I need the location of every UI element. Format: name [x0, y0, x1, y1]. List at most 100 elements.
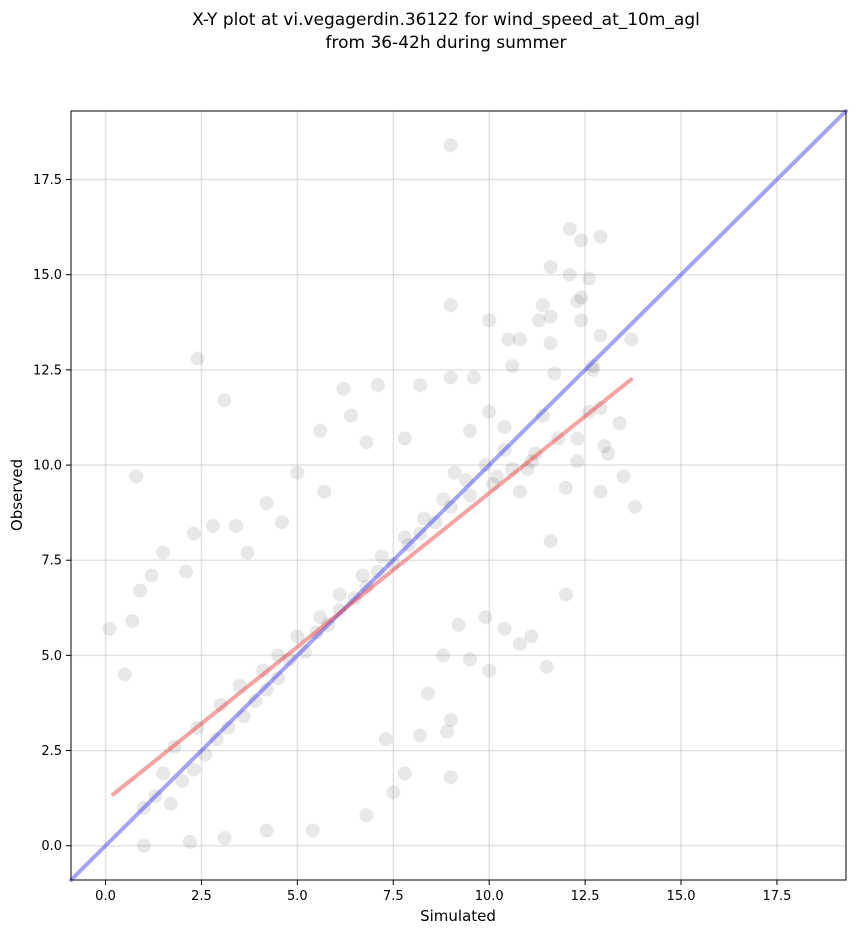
scatter-point-28 — [413, 378, 428, 393]
scatter-point-68 — [133, 583, 148, 598]
scatter-point-141 — [505, 461, 520, 476]
scatter-point-41 — [313, 423, 328, 438]
scatter-point-99 — [213, 697, 228, 712]
scatter-point-22 — [505, 359, 520, 374]
scatter-point-23 — [547, 366, 562, 381]
scatter-point-136 — [413, 526, 428, 541]
y-axis-ticks: 0.0 2.5 5.0 7.5 10.0 12.5 15.0 17.5 — [33, 173, 71, 854]
scatter-point-125 — [271, 671, 286, 686]
scatter-point-101 — [255, 663, 270, 678]
scatter-point-34 — [482, 404, 497, 419]
scatter-point-131 — [347, 591, 362, 606]
scatter-point-111 — [459, 473, 474, 488]
scatter-point-92 — [451, 617, 466, 632]
scatter-point-8 — [570, 294, 585, 309]
scatter-point-31 — [593, 400, 608, 415]
scatter-point-40 — [397, 431, 412, 446]
scatter-point-107 — [374, 549, 389, 564]
scatter-point-56 — [317, 484, 332, 499]
scatter-point-3 — [574, 233, 589, 248]
scatter-point-109 — [416, 511, 431, 526]
scatter-point-86 — [413, 728, 428, 743]
scatter-points — [102, 138, 642, 853]
scatter-point-124 — [259, 682, 274, 697]
scatter-point-87 — [378, 732, 393, 747]
scatter-point-6 — [581, 271, 596, 286]
scatter-point-118 — [186, 762, 201, 777]
y-tick-label-0: 0.0 — [41, 839, 62, 854]
scatter-point-47 — [520, 461, 535, 476]
x-tick-label-5: 12.5 — [571, 889, 600, 904]
scatter-point-15 — [593, 328, 608, 343]
scatter-point-93 — [478, 610, 493, 625]
x-tick-label-6: 15.0 — [667, 889, 696, 904]
scatter-point-103 — [290, 629, 305, 644]
scatter-point-129 — [321, 617, 336, 632]
scatter-point-27 — [370, 378, 385, 393]
scatter-point-60 — [205, 518, 220, 533]
scatter-point-63 — [543, 534, 558, 549]
scatter-point-105 — [332, 587, 347, 602]
x-tick-label-2: 5.0 — [287, 889, 308, 904]
x-tick-label-1: 2.5 — [191, 889, 212, 904]
scatter-point-52 — [290, 465, 305, 480]
scatter-point-4 — [543, 260, 558, 275]
scatter-point-5 — [562, 267, 577, 282]
scatter-point-117 — [175, 774, 190, 789]
scatter-point-57 — [627, 499, 642, 514]
scatter-point-137 — [428, 515, 443, 530]
scatter-point-55 — [593, 484, 608, 499]
scatter-point-74 — [359, 808, 374, 823]
scatter-point-10 — [443, 298, 458, 313]
scatter-point-126 — [282, 652, 297, 667]
scatter-point-128 — [309, 625, 324, 640]
scatter-point-89 — [482, 663, 497, 678]
scatter-point-37 — [497, 419, 512, 434]
scatter-point-123 — [248, 694, 263, 709]
scatter-point-80 — [102, 621, 117, 636]
y-tick-label-3: 7.5 — [41, 554, 62, 569]
scatter-point-116 — [163, 796, 178, 811]
chart-title-line-1: X-Y plot at vi.vegagerdin.36122 for wind… — [192, 10, 700, 30]
scatter-point-62 — [275, 515, 290, 530]
scatter-point-65 — [240, 545, 255, 560]
scatter-point-20 — [190, 351, 205, 366]
scatter-point-82 — [117, 667, 132, 682]
x-tick-label-3: 7.5 — [383, 889, 404, 904]
scatter-point-90 — [436, 648, 451, 663]
x-axis-ticks: 0.0 2.5 5.0 7.5 10.0 12.5 15.0 17.5 — [95, 880, 791, 904]
scatter-point-122 — [236, 709, 251, 724]
scatter-point-71 — [443, 770, 458, 785]
fit-line — [111, 377, 634, 797]
scatter-point-36 — [612, 416, 627, 431]
scatter-point-78 — [136, 838, 151, 853]
scatter-point-98 — [190, 720, 205, 735]
scatter-point-13 — [574, 313, 589, 328]
scatter-point-1 — [562, 222, 577, 237]
scatter-point-95 — [524, 629, 539, 644]
scatter-point-14 — [482, 313, 497, 328]
scatter-point-7 — [574, 290, 589, 305]
y-tick-label-2: 5.0 — [41, 649, 62, 664]
scatter-point-77 — [217, 831, 232, 846]
y-tick-label-4: 10.0 — [33, 459, 62, 474]
scatter-point-25 — [585, 362, 600, 377]
scatter-point-88 — [463, 652, 478, 667]
chart-title-line-2: from 36-42h during summer — [326, 33, 567, 53]
scatter-point-50 — [616, 469, 631, 484]
y-tick-label-1: 2.5 — [41, 744, 62, 759]
scatter-point-0 — [443, 138, 458, 153]
x-tick-label-4: 10.0 — [475, 889, 504, 904]
scatter-point-139 — [463, 488, 478, 503]
scatter-point-106 — [355, 568, 370, 583]
scatter-point-76 — [305, 823, 320, 838]
scatter-point-120 — [209, 732, 224, 747]
scatter-point-45 — [524, 454, 539, 469]
scatter-point-24 — [443, 370, 458, 385]
scatter-point-97 — [167, 739, 182, 754]
scatter-point-54 — [512, 484, 527, 499]
scatter-point-75 — [259, 823, 274, 838]
scatter-point-132 — [359, 579, 374, 594]
scatter-point-85 — [439, 724, 454, 739]
